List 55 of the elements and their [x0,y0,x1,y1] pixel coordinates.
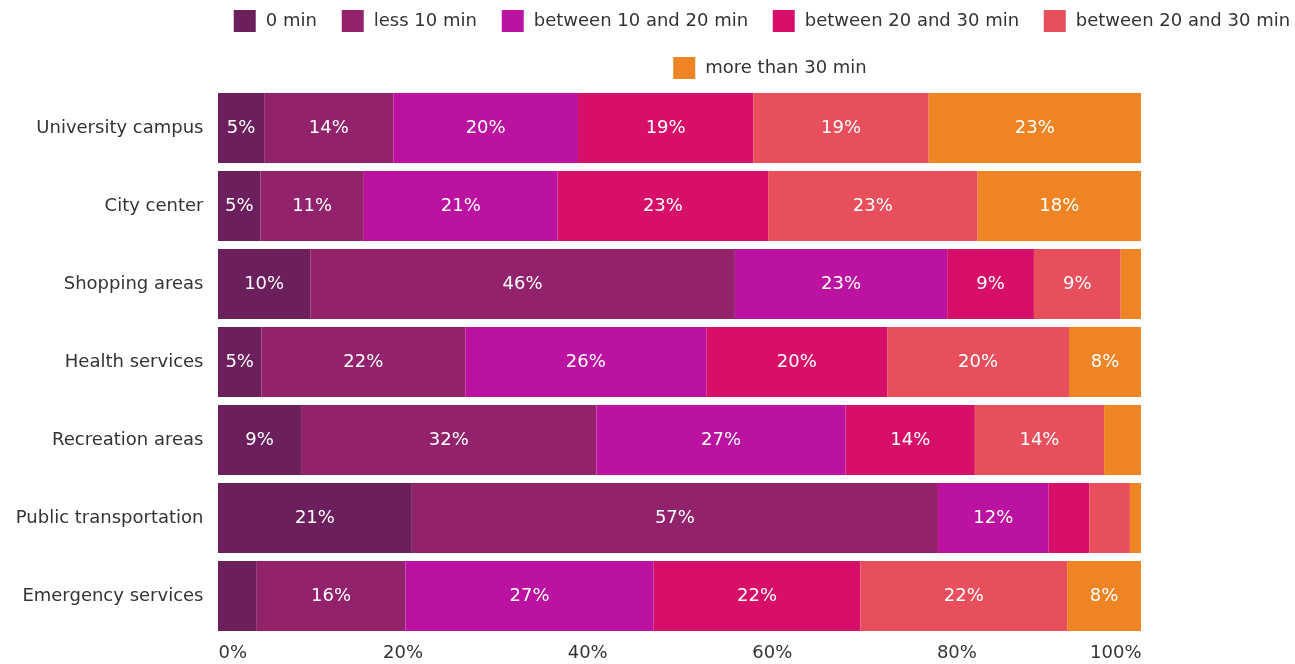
legend-label: less 10 min [373,9,477,30]
data-label: 8% [1090,350,1120,371]
data-label: 5% [226,116,256,137]
legend-label: more than 30 min [705,56,867,77]
legend-label: between 10 and 20 min [533,9,749,30]
data-label: 23% [821,272,862,293]
y-tick-label: Recreation areas [52,428,204,449]
data-label: 23% [1014,116,1055,137]
data-label: 27% [509,584,550,605]
data-label: 18% [1039,194,1080,215]
data-label: 9% [1063,272,1092,293]
data-label: 10% [244,272,285,293]
y-tick-label: Health services [64,350,204,371]
data-label: 57% [654,506,695,527]
data-label: 22% [343,350,384,371]
data-label: 32% [428,428,469,449]
data-label: 9% [245,428,274,449]
data-label: 20% [465,116,506,137]
data-label: 20% [776,350,817,371]
data-label: 19% [645,116,686,137]
data-label: 14% [308,116,349,137]
data-label: 23% [642,194,683,215]
data-label: 27% [701,428,742,449]
data-label: 14% [890,428,931,449]
y-tick-label: Public transportation [15,506,204,527]
y-tick-label: Shopping areas [63,272,204,293]
y-tick-label: Emergency services [22,584,204,605]
legend-label: between 20 and 30 min [804,9,1020,30]
data-label: 5% [224,194,254,215]
data-label: 22% [737,584,778,605]
x-tick-label: 100% [1090,640,1142,662]
data-label: 21% [440,194,481,215]
data-label: 21% [294,506,335,527]
data-label: 19% [821,116,862,137]
y-tick-label: City center [104,194,205,215]
data-label: 20% [958,350,999,371]
data-label: 46% [502,272,543,293]
data-label: 8% [1089,584,1119,605]
data-label: 11% [292,194,333,215]
data-label: 5% [225,350,254,371]
x-tick-label: 80% [936,640,977,662]
data-label: 22% [943,584,984,605]
data-label: 12% [973,506,1014,527]
legend-label: 0 min [265,9,317,30]
legend-label: between 20 and 30 min [1075,9,1291,30]
data-label: 26% [565,350,606,371]
x-tick-label: 60% [752,640,793,662]
data-label: 14% [1019,428,1060,449]
data-label: 23% [852,194,893,215]
x-tick-label: 20% [383,640,424,662]
x-tick-label: 0% [218,640,248,662]
y-tick-label: University campus [36,116,204,137]
x-tick-label: 40% [567,640,608,662]
data-label: 9% [976,272,1005,293]
data-label: 16% [311,584,352,605]
